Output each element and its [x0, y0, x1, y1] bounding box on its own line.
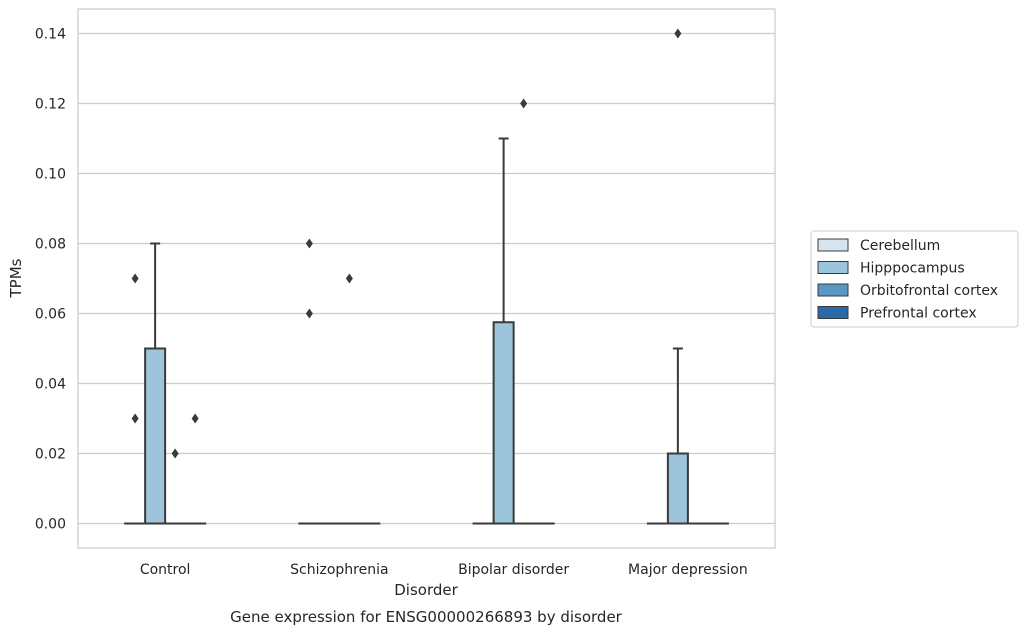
legend: Cerebellum Hipppocampus Orbitofrontal cort… [810, 230, 1019, 328]
y-axis-ticks: 0.00 0.02 0.04 0.06 0.08 0.10 0.12 0.14 [35, 27, 66, 533]
box-hipppocampus [144, 242, 167, 525]
outlier-point [345, 273, 353, 284]
legend-swatch [817, 306, 849, 319]
outlier-point [674, 28, 682, 39]
legend-label: Hipppocampus [860, 261, 965, 277]
x-tick-label: Control [140, 562, 191, 578]
y-tick-label: 0.10 [35, 167, 66, 183]
outlier-point [131, 273, 139, 284]
chart-caption: Gene expression for ENSG00000266893 by d… [230, 608, 623, 626]
box-prefrontal-cortex [184, 413, 207, 525]
outlier-point [131, 413, 139, 424]
gridlines [78, 32, 775, 525]
y-tick-label: 0.14 [35, 27, 66, 43]
box-body [666, 452, 689, 525]
x-tick-label: Major depression [628, 562, 748, 578]
plot-frame [77, 8, 776, 549]
x-tick-label: Bipolar disorder [458, 562, 569, 578]
y-tick-label: 0.06 [35, 307, 66, 323]
box-plots [124, 28, 729, 525]
x-axis-label: Disorder [394, 581, 458, 599]
box-body [492, 321, 515, 525]
y-tick-label: 0.04 [35, 377, 66, 393]
outlier-point [305, 238, 313, 249]
x-axis-ticks: Control Schizophrenia Bipolar disorder Majo… [140, 562, 748, 578]
legend-swatch [817, 283, 849, 297]
outlier-point [171, 448, 179, 459]
box-cerebellum [124, 273, 147, 525]
outlier-point [520, 98, 528, 109]
legend-label: Orbitofrontal cortex [860, 283, 998, 299]
legend-label: Cerebellum [860, 238, 940, 254]
legend-swatch [817, 261, 849, 274]
y-tick-label: 0.00 [35, 517, 66, 533]
box-orbitofrontal-cortex [338, 273, 361, 525]
box-orbitofrontal-cortex [164, 448, 187, 525]
legend-label: Prefrontal cortex [860, 306, 977, 322]
y-axis-label: TPMs [7, 258, 25, 298]
x-tick-label: Schizophrenia [290, 562, 388, 578]
box-hipppocampus [666, 28, 689, 525]
box-cerebellum [298, 238, 321, 525]
legend-swatch [817, 238, 849, 252]
legend-frame [810, 230, 1019, 328]
outlier-point [305, 308, 313, 319]
box-body [144, 347, 167, 525]
outlier-point [191, 413, 199, 424]
box-orbitofrontal-cortex [512, 98, 535, 525]
y-tick-label: 0.12 [35, 97, 66, 113]
y-tick-label: 0.08 [35, 237, 66, 253]
y-tick-label: 0.02 [35, 447, 66, 463]
box-hipppocampus [492, 137, 515, 525]
